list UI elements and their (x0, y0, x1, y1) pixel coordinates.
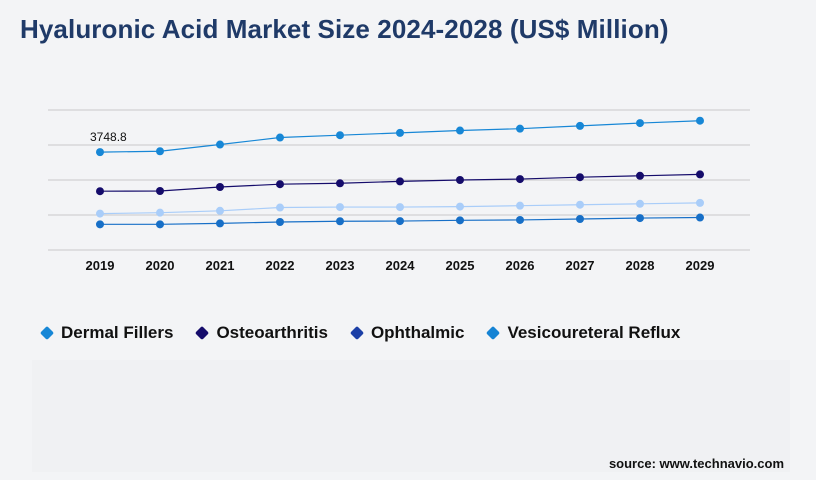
legend-marker-icon (486, 325, 501, 341)
x-tick-label: 2023 (326, 258, 355, 273)
x-tick-label: 2025 (446, 258, 475, 273)
data-point (396, 128, 404, 137)
legend-marker-icon (39, 325, 55, 341)
legend-marker-icon (349, 325, 365, 341)
data-point (516, 175, 524, 184)
data-point (96, 148, 104, 157)
data-point (456, 126, 464, 135)
data-point (636, 214, 644, 223)
data-point (216, 206, 224, 215)
data-point (516, 215, 524, 224)
data-point (696, 170, 704, 179)
data-point (96, 209, 104, 218)
legend-item-dermal-fillers: Dermal Fillers (39, 323, 174, 343)
data-point (156, 220, 164, 229)
x-tick-label: 2026 (506, 258, 535, 273)
data-point (636, 171, 644, 180)
line-chart: 2019 2020 2021 2022 2023 2024 2025 2026 2027 2028… (48, 109, 750, 273)
data-label: 3748.8 (90, 130, 127, 144)
data-point (636, 199, 644, 208)
data-point (156, 208, 164, 217)
legend-label: Vesicoureteral Reflux (507, 323, 681, 342)
x-tick-label: 2028 (626, 258, 655, 273)
data-point (576, 215, 584, 224)
source-credit: source: www.technavio.com (608, 456, 784, 471)
legend-item-osteoarthritis: Osteoarthritis (195, 323, 328, 343)
legend-label: Dermal Fillers (61, 323, 174, 342)
data-point (516, 124, 524, 133)
data-point (276, 133, 284, 142)
data-point (96, 220, 104, 229)
data-point (336, 131, 344, 140)
x-tick-label: 2024 (386, 258, 416, 273)
data-point (576, 173, 584, 182)
data-point (396, 217, 404, 226)
legend-label: Osteoarthritis (216, 323, 328, 342)
x-tick-label: 2027 (566, 258, 595, 273)
bottom-panel (32, 360, 790, 472)
x-tick-label: 2019 (86, 258, 115, 273)
data-point (216, 140, 224, 149)
data-point (696, 198, 704, 207)
legend-item-ophthalmic: Ophthalmic (349, 323, 465, 343)
data-point (396, 203, 404, 212)
data-point (96, 187, 104, 196)
data-point (276, 180, 284, 189)
legend-marker-icon (195, 325, 210, 341)
data-point (696, 213, 704, 222)
data-point (216, 219, 224, 228)
data-point (156, 187, 164, 196)
legend-item-vesicoureteral-reflux: Vesicoureteral Reflux (486, 323, 680, 343)
data-point (576, 121, 584, 130)
x-tick-label: 2029 (686, 258, 715, 273)
data-point (276, 203, 284, 212)
data-point (336, 217, 344, 226)
data-point (636, 119, 644, 128)
chart-legend: Dermal Fillers Osteoarthritis Ophthalmic… (39, 323, 702, 343)
x-tick-label: 2022 (266, 258, 295, 273)
data-point (336, 179, 344, 188)
data-point (456, 216, 464, 225)
legend-label: Ophthalmic (370, 323, 465, 342)
chart-title: Hyaluronic Acid Market Size 2024-2028 (U… (20, 14, 669, 44)
data-point (216, 183, 224, 191)
data-point (276, 218, 284, 226)
data-point (576, 200, 584, 209)
data-point (456, 176, 464, 184)
data-point (516, 201, 524, 210)
data-point (456, 202, 464, 211)
x-tick-label: 2020 (146, 258, 175, 273)
x-tick-label: 2021 (206, 258, 235, 273)
data-point (396, 177, 404, 186)
data-point (696, 116, 704, 125)
data-point (156, 147, 164, 156)
data-point (336, 203, 344, 212)
